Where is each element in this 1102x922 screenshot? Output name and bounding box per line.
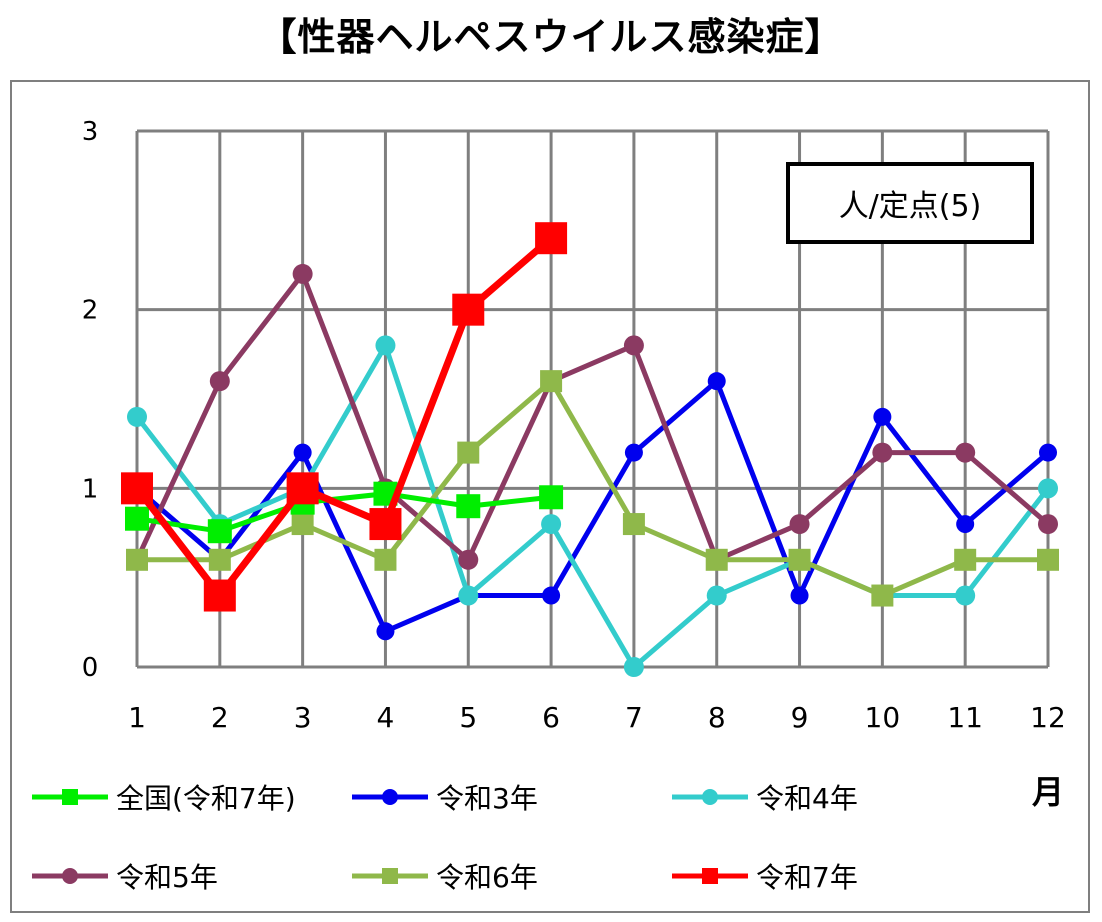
data-point [456,494,481,519]
legend-label: 令和4年 [756,782,858,815]
x-tick-label: 4 [377,701,395,734]
x-tick-label: 7 [625,701,643,734]
legend-marker [702,789,718,805]
series-r7 [121,222,568,612]
data-point [374,548,397,571]
data-point [457,441,480,464]
series-line [137,377,1048,599]
data-point [375,335,396,356]
data-point [458,585,479,606]
data-point [539,485,564,510]
data-point [706,585,727,606]
data-point [458,549,479,570]
data-point [1037,548,1059,571]
data-point [955,585,976,606]
data-point [203,579,236,612]
data-point [623,335,644,356]
legend-item: 令和3年 [352,782,538,815]
data-point [535,222,568,255]
legend-label: 令和6年 [436,861,538,894]
data-point [452,293,485,326]
y-tick-label: 0 [82,653,99,683]
legend-marker [62,789,78,805]
data-point [623,657,644,677]
data-point [954,548,977,571]
data-point [125,506,149,531]
series-line [135,339,1050,671]
legend-item: 令和6年 [352,861,538,894]
data-point [542,586,561,605]
series-line [135,376,1050,635]
data-point [207,519,232,544]
x-tick-label: 9 [791,701,809,734]
data-point [873,407,892,426]
legend-label: 全国(令和7年) [116,782,296,815]
x-axis-label: 月 [1032,773,1064,811]
legend-label: 令和3年 [436,782,538,815]
series-r4 [127,335,1058,677]
data-point [369,508,402,541]
data-point [286,472,319,505]
data-point [1038,514,1058,535]
legend-marker [382,789,398,805]
data-point [121,472,153,505]
data-point [376,622,395,641]
legend-item: 令和7年 [672,861,858,894]
x-tick-label: 5 [459,701,477,734]
x-tick-label: 2 [211,701,229,734]
x-tick-label: 12 [1030,701,1066,734]
data-point [872,442,893,463]
x-tick-label: 8 [708,701,726,734]
data-point [293,443,312,462]
x-tick-label: 11 [947,701,983,734]
data-point [541,514,562,535]
y-tick-label: 2 [82,296,99,326]
y-tick-label: 1 [82,474,99,504]
series-national [125,481,564,544]
series-lines [121,222,1059,677]
series-line [136,491,552,534]
data-point [707,372,726,391]
legend-item: 全国(令和7年) [32,782,296,815]
data-point [292,263,313,284]
data-point [127,406,147,427]
data-point [209,371,230,392]
data-point [540,370,563,393]
x-tick-label: 3 [294,701,312,734]
data-point [789,514,810,535]
series-line [134,268,1050,564]
x-tick-label: 10 [865,701,901,734]
data-point [1038,478,1058,499]
data-point [624,443,643,462]
data-point [705,548,728,571]
x-tick-label: 6 [542,701,560,734]
data-point [291,513,314,536]
legend-marker [702,868,718,884]
data-point [622,513,645,536]
data-point [788,548,811,571]
legend-item: 令和4年 [672,782,858,815]
legend-marker [382,868,398,884]
data-point [126,548,148,571]
data-point [871,584,894,607]
x-tick-label: 1 [128,701,146,734]
chart-frame [10,80,1090,913]
unit-label: 人/定点(5) [838,189,982,224]
chart-title: 【性器ヘルペスウイルス感染症】 [258,15,844,59]
data-point [790,586,809,605]
legend-label: 令和7年 [756,861,858,894]
data-point [1039,443,1057,462]
data-point [956,515,975,534]
legend-item: 令和5年 [32,861,218,894]
legend-label: 令和5年 [116,861,218,894]
data-point [955,442,976,463]
series-r6 [126,370,1059,607]
legend-marker [62,868,78,884]
data-point [208,548,231,571]
y-tick-label: 3 [82,117,99,147]
unit-box: 人/定点(5) [786,162,1034,244]
